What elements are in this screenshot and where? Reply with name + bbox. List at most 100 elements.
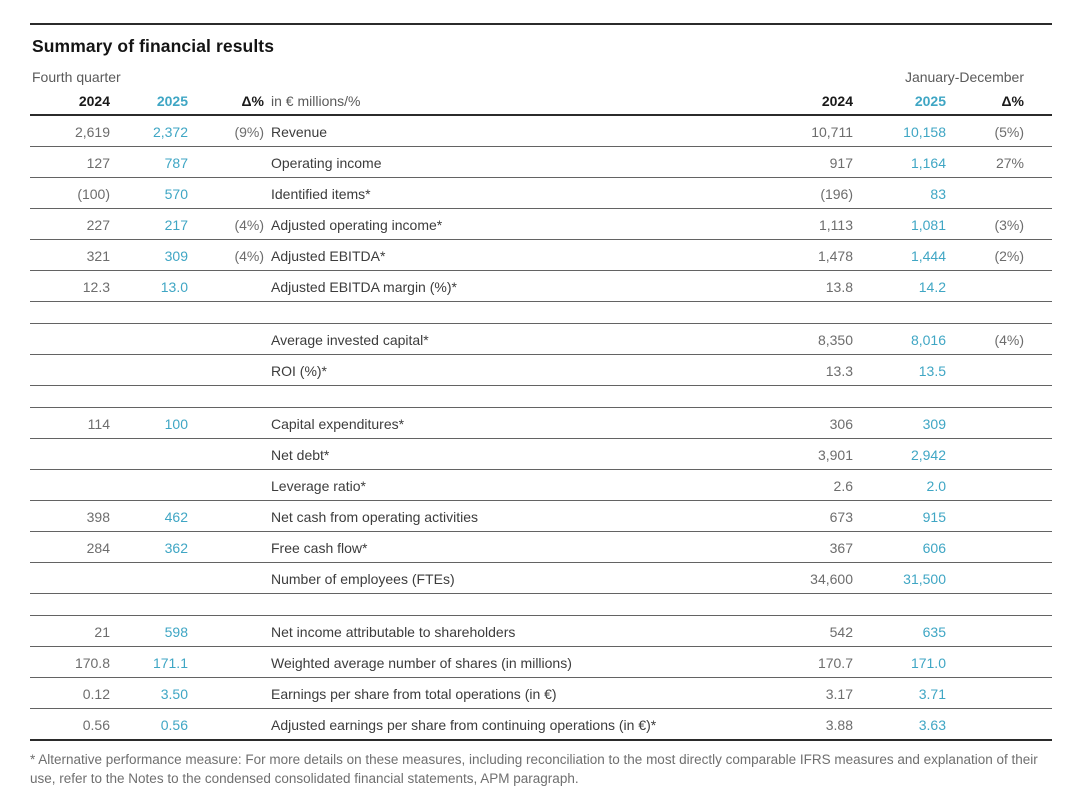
table-row: 21 598 Net income attributable to shareh…: [30, 616, 1052, 647]
cell-jd-2025: 10,158: [903, 124, 946, 140]
cell-jd-2024: 13.8: [825, 279, 853, 295]
cell-fq-2024: 21: [94, 624, 110, 640]
period-header-row: Fourth quarter January-December: [30, 65, 1052, 87]
cell-fq-2024: 12.3: [82, 279, 110, 295]
cell-jd-2024: 1,478: [817, 248, 853, 264]
cell-metric-label: Adjusted operating income*: [271, 217, 443, 233]
cell-jd-2024: 8,350: [817, 332, 853, 348]
table-row: 321 309 (4%) Adjusted EBITDA* 1,478 1,44…: [30, 240, 1052, 271]
cell-jd-2025: 2,942: [910, 447, 946, 463]
cell-fq-2025: 2,372: [152, 124, 188, 140]
table-body: 2,619 2,372 (9%) Revenue 10,711 10,158 (…: [30, 116, 1052, 741]
cell-jd-2025: 171.0: [910, 655, 946, 671]
footnote: * Alternative performance measure: For m…: [30, 752, 1038, 786]
table-row: Leverage ratio* 2.6 2.0: [30, 470, 1052, 501]
cell-fq-2024: 284: [86, 540, 110, 556]
cell-metric-label: Operating income: [271, 155, 382, 171]
cell-metric-label: Number of employees (FTEs): [271, 571, 455, 587]
cell-jd-2025: 2.0: [926, 478, 946, 494]
colhead-jd-delta: Δ%: [1001, 93, 1024, 109]
column-header-row: 2024 2025 Δ% in € millions/% 2024 2025 Δ…: [30, 87, 1052, 116]
cell-fq-2025: 100: [164, 416, 188, 432]
table-row: 170.8 171.1 Weighted average number of s…: [30, 647, 1052, 678]
cell-fq-delta: (4%): [234, 248, 264, 264]
cell-metric-label: Adjusted EBITDA*: [271, 248, 386, 264]
cell-fq-2024: 227: [86, 217, 110, 233]
cell-jd-2024: 917: [829, 155, 853, 171]
cell-metric-label: Weighted average number of shares (in mi…: [271, 655, 572, 671]
cell-jd-2024: 673: [829, 509, 853, 525]
cell-jd-2025: 915: [922, 509, 946, 525]
cell-jd-delta: 27%: [995, 155, 1024, 171]
cell-fq-2024: 114: [87, 416, 110, 432]
cell-fq-2024: 170.8: [74, 655, 110, 671]
period-label-january-december: January-December: [904, 69, 1024, 85]
table-row: Number of employees (FTEs) 34,600 31,500: [30, 563, 1052, 594]
top-rule: [30, 23, 1052, 25]
period-label-fourth-quarter: Fourth quarter: [32, 69, 121, 85]
cell-fq-2024: 0.12: [82, 686, 110, 702]
cell-jd-2024: 3.88: [825, 717, 853, 733]
colhead-fq-2025: 2025: [156, 93, 188, 109]
cell-jd-2025: 1,164: [910, 155, 946, 171]
cell-jd-2025: 14.2: [918, 279, 946, 295]
cell-fq-2025: 3.50: [160, 686, 188, 702]
cell-metric-label: ROI (%)*: [271, 363, 327, 379]
cell-metric-label: Capital expenditures*: [271, 416, 405, 432]
table-row: 12.3 13.0 Adjusted EBITDA margin (%)* 13…: [30, 271, 1052, 302]
cell-metric-label: Identified items*: [271, 186, 371, 202]
cell-jd-delta: (4%): [994, 332, 1024, 348]
cell-jd-2025: 635: [922, 624, 946, 640]
cell-jd-2024: (196): [820, 186, 853, 202]
table-row: 127 787 Operating income 917 1,164 27%: [30, 147, 1052, 178]
cell-fq-2025: 598: [164, 624, 188, 640]
table-row: 0.12 3.50 Earnings per share from total …: [30, 678, 1052, 709]
cell-jd-2025: 1,444: [910, 248, 946, 264]
cell-fq-2024: 0.56: [82, 717, 110, 733]
cell-fq-2025: 13.0: [160, 279, 188, 295]
cell-fq-2024: 398: [86, 509, 110, 525]
cell-jd-2025: 8,016: [910, 332, 946, 348]
cell-jd-2024: 170.7: [817, 655, 853, 671]
group-gap: [30, 594, 1052, 615]
cell-jd-2024: 1,113: [819, 217, 853, 233]
colhead-jd-2025: 2025: [914, 93, 946, 109]
cell-fq-2025: 362: [164, 540, 188, 556]
cell-jd-2024: 542: [829, 624, 853, 640]
cell-jd-2024: 10,711: [811, 124, 853, 140]
cell-jd-delta: (3%): [994, 217, 1024, 233]
cell-jd-2025: 3.71: [918, 686, 946, 702]
cell-jd-2025: 13.5: [918, 363, 946, 379]
row-group: 2,619 2,372 (9%) Revenue 10,711 10,158 (…: [30, 116, 1052, 302]
cell-jd-2024: 3,901: [817, 447, 853, 463]
table-row: Net debt* 3,901 2,942: [30, 439, 1052, 470]
row-group: Average invested capital* 8,350 8,016 (4…: [30, 323, 1052, 386]
cell-fq-2025: 570: [164, 186, 188, 202]
cell-jd-2025: 83: [930, 186, 946, 202]
cell-metric-label: Adjusted EBITDA margin (%)*: [271, 279, 457, 295]
cell-jd-2024: 3.17: [825, 686, 853, 702]
table-row: 2,619 2,372 (9%) Revenue 10,711 10,158 (…: [30, 116, 1052, 147]
cell-jd-2025: 606: [922, 540, 946, 556]
table-row: ROI (%)* 13.3 13.5: [30, 355, 1052, 386]
table-row: (100) 570 Identified items* (196) 83: [30, 178, 1052, 209]
group-gap: [30, 386, 1052, 407]
cell-fq-2025: 0.56: [160, 717, 188, 733]
cell-metric-label: Revenue: [271, 124, 328, 140]
cell-fq-delta: (4%): [234, 217, 264, 233]
cell-jd-2025: 1,081: [910, 217, 946, 233]
cell-fq-2025: 787: [164, 155, 188, 171]
cell-jd-2024: 13.3: [825, 363, 853, 379]
table-row: Average invested capital* 8,350 8,016 (4…: [30, 324, 1052, 355]
cell-jd-2024: 2.6: [833, 478, 853, 494]
colhead-fq-delta: Δ%: [241, 93, 264, 109]
cell-fq-2025: 171.1: [152, 655, 188, 671]
cell-metric-label: Average invested capital*: [271, 332, 429, 348]
cell-metric-label: Net debt*: [271, 447, 330, 463]
cell-metric-label: Net income attributable to shareholders: [271, 624, 516, 640]
colhead-jd-2024: 2024: [821, 93, 853, 109]
financial-summary-sheet: Summary of financial results Fourth quar…: [30, 23, 1052, 788]
row-group: 114 100 Capital expenditures* 306 309 Ne…: [30, 407, 1052, 594]
cell-fq-2024: (100): [77, 186, 110, 202]
cell-metric-label: Leverage ratio*: [271, 478, 366, 494]
